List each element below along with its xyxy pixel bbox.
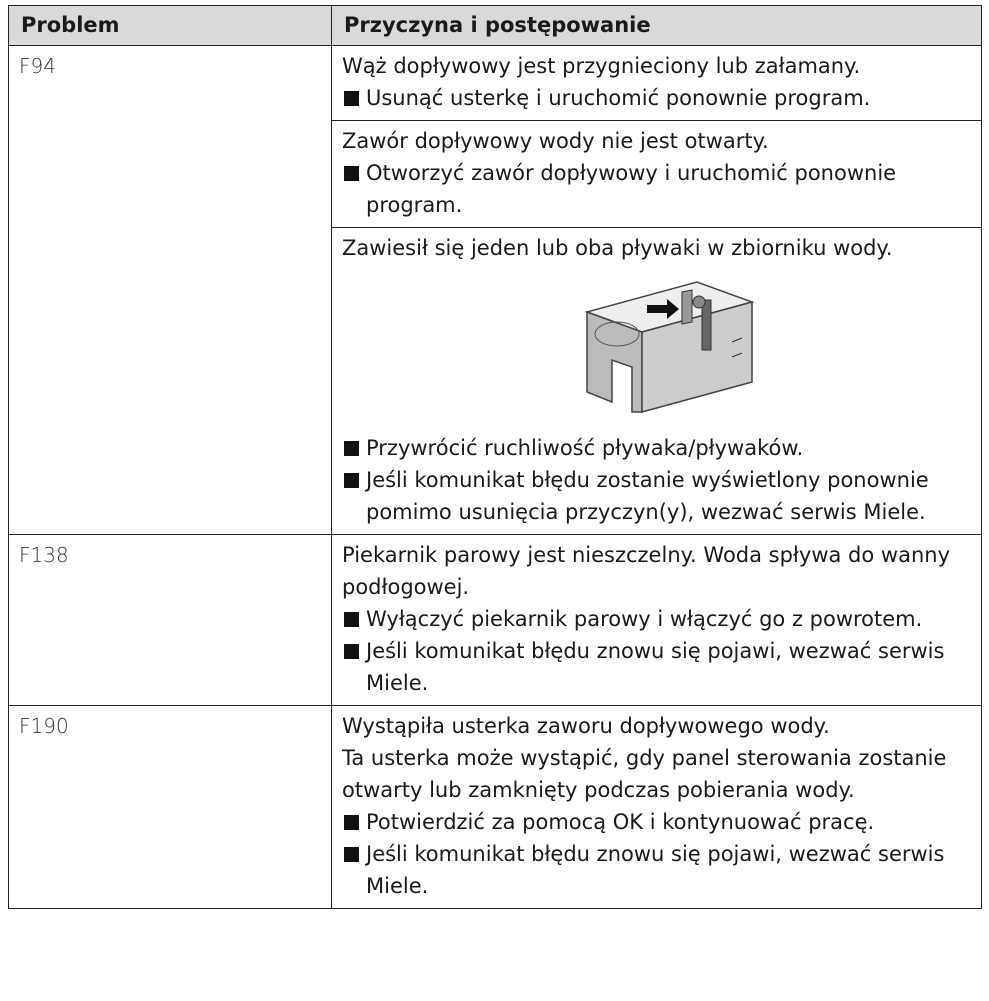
cause-cell: Piekarnik parowy jest nieszczelny. Woda … [331,534,982,706]
cause-cell: Zawór dopływowy wody nie jest otwarty. Ot… [331,120,982,228]
table-row: Zawór dopływowy wody nie jest otwarty. Ot… [9,120,982,228]
step: Usunąć usterkę i uruchomić ponownie prog… [342,82,971,114]
cause-text: Piekarnik parowy jest nieszczelny. Woda … [342,543,950,599]
step: Wyłączyć piekarnik parowy i włączyć go z… [342,603,971,635]
step: Potwierdzić za pomocą OK i kontynuować p… [342,806,971,838]
cause-cell: Wystąpiła usterka zaworu dopływowego wod… [331,705,982,909]
header-cell: Przyczyna i postępowanie [331,5,982,46]
header-cell: Problem [8,5,332,46]
step: Otworzyć zawór dopływowy i uruchomić pon… [342,157,971,221]
table-row: F190 Wystąpiła usterka zaworu dopływowego… [8,705,982,909]
trouble-table: Problem Przyczyna i postępowanie F94 Wąż … [8,5,982,909]
cause-cell: Wąż dopływowy jest przygnieciony lub zał… [331,45,982,121]
cause-text: Zawiesił się jeden lub oba pływaki w zbi… [342,236,893,260]
cause-cell: Zawiesił się jeden lub oba pływaki w zbi… [331,227,982,535]
step: Jeśli komunikat błędu znowu się pojawi, … [342,635,971,699]
cause-text: Zawór dopływowy wody nie jest otwarty. [342,129,769,153]
header-row: Problem Przyczyna i postępowanie [8,5,982,46]
problem-code: F94 [8,45,332,535]
problem-code: F190 [8,705,332,909]
table-row: F94 Wąż dopływowy jest przygnieciony lub … [8,45,982,535]
table-row: F138 Piekarnik parowy jest nieszczelny. W… [8,534,982,706]
cause-text: Wąż dopływowy jest przygnieciony lub zał… [342,54,861,78]
cause-text: Wystąpiła usterka zaworu dopływowego wod… [342,714,830,738]
step: Jeśli komunikat błędu znowu się pojawi, … [342,838,971,902]
cause-text: Ta usterka może wystąpić, gdy panel ster… [342,746,947,802]
problem-code: F138 [8,534,332,706]
table-body: F94 Wąż dopływowy jest przygnieciony lub … [8,45,982,909]
table-row: Zawiesił się jeden lub oba pływaki w zbi… [9,227,982,535]
step: Jeśli komunikat błędu zostanie wyświetlo… [342,464,971,528]
step: Przywrócić ruchliwość pływaka/pływaków. [342,432,971,464]
float-illustration [584,281,755,413]
